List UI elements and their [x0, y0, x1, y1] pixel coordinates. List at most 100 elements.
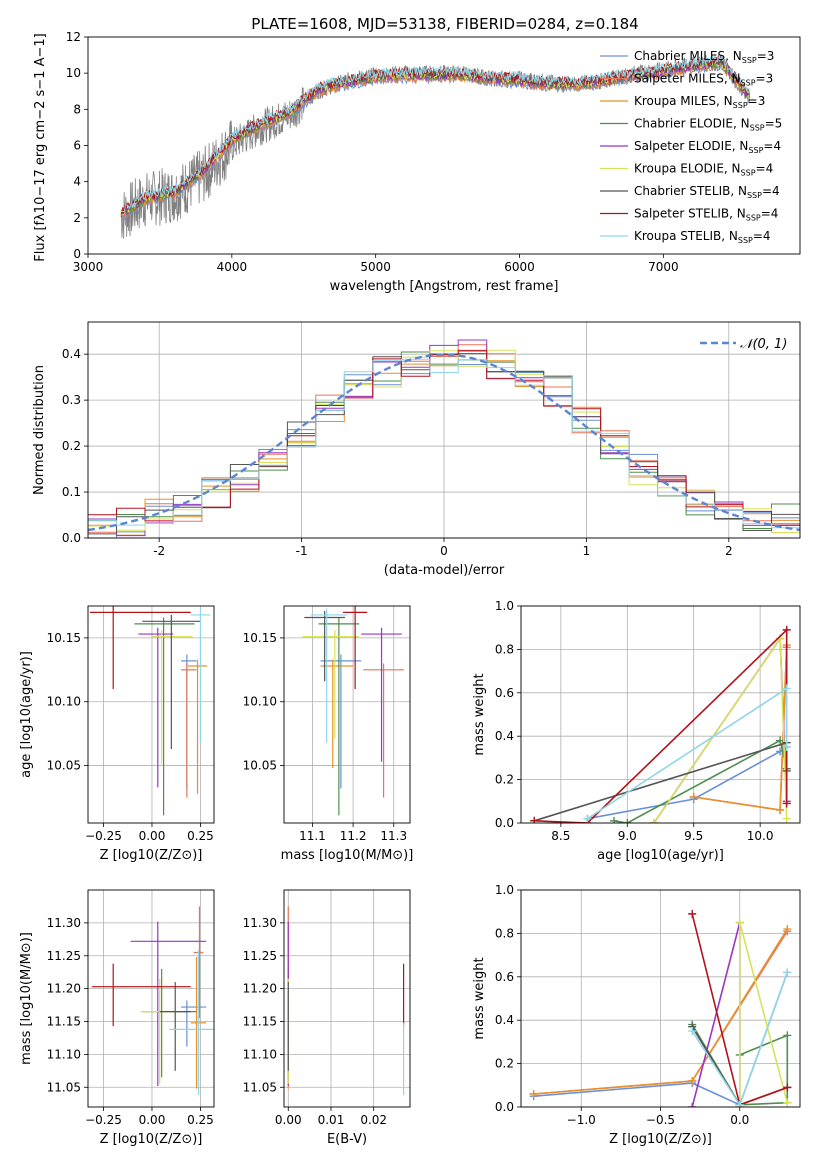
- x-tick-label: −0.25: [85, 1113, 122, 1127]
- weight-point-marker: [782, 814, 791, 823]
- weight-point-marker: [649, 819, 658, 823]
- y-tick-label: 4: [73, 175, 81, 189]
- histogram-plot-area: [88, 339, 800, 538]
- y-tick-label: 11.20: [47, 982, 81, 996]
- y-tick-label: 0.2: [495, 1057, 514, 1071]
- y-tick-label: 0.1: [62, 485, 81, 499]
- legend-value: =3: [748, 94, 766, 108]
- x-axis-label: mass [log10(M/M⊙)]: [281, 848, 414, 863]
- axes-frame: [283, 889, 411, 1108]
- weight-point-marker: [735, 918, 744, 927]
- mass-vs-ebv-panel: 0.00 0.01 0.02 11.05 11.10 11.15 11.20 11.25 11.…: [243, 889, 411, 1147]
- y-tick-label: 0.6: [495, 686, 514, 700]
- legend-subscript: SSP: [742, 56, 757, 65]
- legend-value: =3: [756, 72, 774, 86]
- weight-point-marker: [688, 1076, 697, 1085]
- y-tick-label: 0.8: [495, 926, 514, 940]
- y-tick-label: 10.10: [47, 695, 81, 709]
- weight-point-marker: [783, 968, 792, 977]
- legend-entry: Salpeter STELIB, NSSP=4: [634, 207, 778, 223]
- weight-point-marker: [610, 816, 618, 823]
- weight-point-marker: [783, 925, 792, 934]
- legend-entry: Chabrier STELIB, NSSP=4: [634, 184, 780, 200]
- weight-series-line: [613, 739, 788, 823]
- y-tick-label: 0.8: [495, 642, 514, 656]
- weight-point-marker: [623, 819, 632, 823]
- y-tick-label: 11.05: [47, 1080, 81, 1094]
- histogram-step-series: [88, 349, 800, 533]
- x-tick-label: 0.25: [187, 829, 214, 843]
- y-tick-label: 11.30: [47, 916, 81, 930]
- weight-point-marker: [782, 799, 791, 808]
- axes-frame: [87, 889, 215, 1108]
- axes-frame: [520, 889, 801, 1108]
- x-axis-label: Z [log10(Z/Z⊙)]: [100, 1132, 203, 1147]
- weight-point-marker: [689, 792, 698, 801]
- legend-value: =4: [761, 207, 779, 221]
- x-tick-label: 7000: [648, 260, 679, 274]
- residual-histogram-panel: -2 -1 0 1 2 0.0 0.1 0.2 0.3 0.4 (data-model)/error…: [32, 321, 801, 578]
- x-tick-label: 0.00: [139, 1113, 166, 1127]
- x-axis-label: Z [log10(Z/Z⊙)]: [100, 848, 203, 863]
- weight-point-marker: [530, 816, 539, 823]
- y-tick-label: 10.05: [47, 759, 81, 773]
- y-tick-label: 1.0: [495, 883, 514, 897]
- legend-subscript: SSP: [741, 169, 756, 178]
- weight-plot-area: [529, 909, 792, 1107]
- y-tick-label: 11.30: [243, 916, 277, 930]
- x-tick-label: −1.0: [567, 1113, 596, 1127]
- legend-subscript: SSP: [747, 191, 762, 200]
- weight-point-marker: [688, 909, 697, 918]
- legend-entry: Chabrier MILES, NSSP=3: [634, 49, 774, 65]
- legend-entry: Kroupa MILES, NSSP=3: [634, 94, 765, 110]
- errorbar-plot-area: [91, 906, 214, 1096]
- y-axis-label: mass weight: [472, 957, 487, 1039]
- y-tick-label: 0.2: [62, 439, 81, 453]
- histogram-step-series: [88, 353, 800, 535]
- y-tick-label: 0.0: [495, 816, 514, 830]
- x-axis-label: wavelength [Angstrom, rest frame]: [330, 279, 559, 294]
- x-tick-label: 3000: [73, 260, 104, 274]
- legend-subscript: SSP: [733, 101, 748, 110]
- histogram-step-series: [88, 349, 800, 526]
- legend-subscript: SSP: [738, 236, 753, 245]
- y-tick-label: 6: [73, 139, 81, 153]
- spectrum-plot-area: [120, 54, 750, 239]
- age-vs-mass-panel: 11.1 11.2 11.3 10.05 10.10 10.15 mass [log10(M…: [243, 605, 414, 863]
- legend-value: =4: [756, 162, 774, 176]
- legend-entry: Salpeter ELODIE, NSSP=4: [634, 139, 781, 155]
- x-tick-label: 9.5: [684, 829, 703, 843]
- axes-frame: [87, 605, 215, 824]
- legend-value: =3: [757, 49, 775, 63]
- y-tick-label: 0: [73, 247, 81, 261]
- x-tick-label: 4000: [217, 260, 248, 274]
- x-axis-label: (data-model)/error: [384, 563, 505, 578]
- x-axis-label: Z [log10(Z/Z⊙)]: [609, 1132, 712, 1147]
- y-tick-label: 10: [66, 66, 81, 80]
- x-tick-label: -2: [153, 544, 165, 558]
- x-tick-label: 11.3: [380, 829, 407, 843]
- weight-vs-age-panel: 8.5 9.0 9.5 10.0 0.0 0.2 0.4 0.6 0.8 1.0 age [log1…: [472, 599, 801, 863]
- weight-point-marker: [783, 1031, 792, 1040]
- y-tick-label: 10.15: [47, 631, 81, 645]
- errorbar-plot-area: [302, 606, 404, 816]
- y-tick-label: 11.05: [243, 1080, 277, 1094]
- y-tick-label: 0.0: [495, 1100, 514, 1114]
- legend-entry: Kroupa ELODIE, NSSP=4: [634, 162, 773, 178]
- x-tick-label: -1: [296, 544, 308, 558]
- x-tick-label: 11.2: [340, 829, 367, 843]
- y-axis-label: mass weight: [472, 673, 487, 755]
- x-tick-label: 0.00: [139, 829, 166, 843]
- y-tick-label: 12: [66, 30, 81, 44]
- errorbar-plot-area: [287, 906, 405, 1096]
- x-tick-label: 10.0: [747, 829, 774, 843]
- y-tick-label: 0.2: [495, 773, 514, 787]
- legend-subscript: SSP: [750, 124, 765, 133]
- x-tick-label: 6000: [504, 260, 535, 274]
- weight-point-marker: [776, 805, 785, 814]
- legend-value: =5: [765, 117, 783, 131]
- figure-title: PLATE=1608, MJD=53138, FIBERID=0284, z=0…: [251, 15, 638, 33]
- histogram-step-series: [88, 350, 800, 536]
